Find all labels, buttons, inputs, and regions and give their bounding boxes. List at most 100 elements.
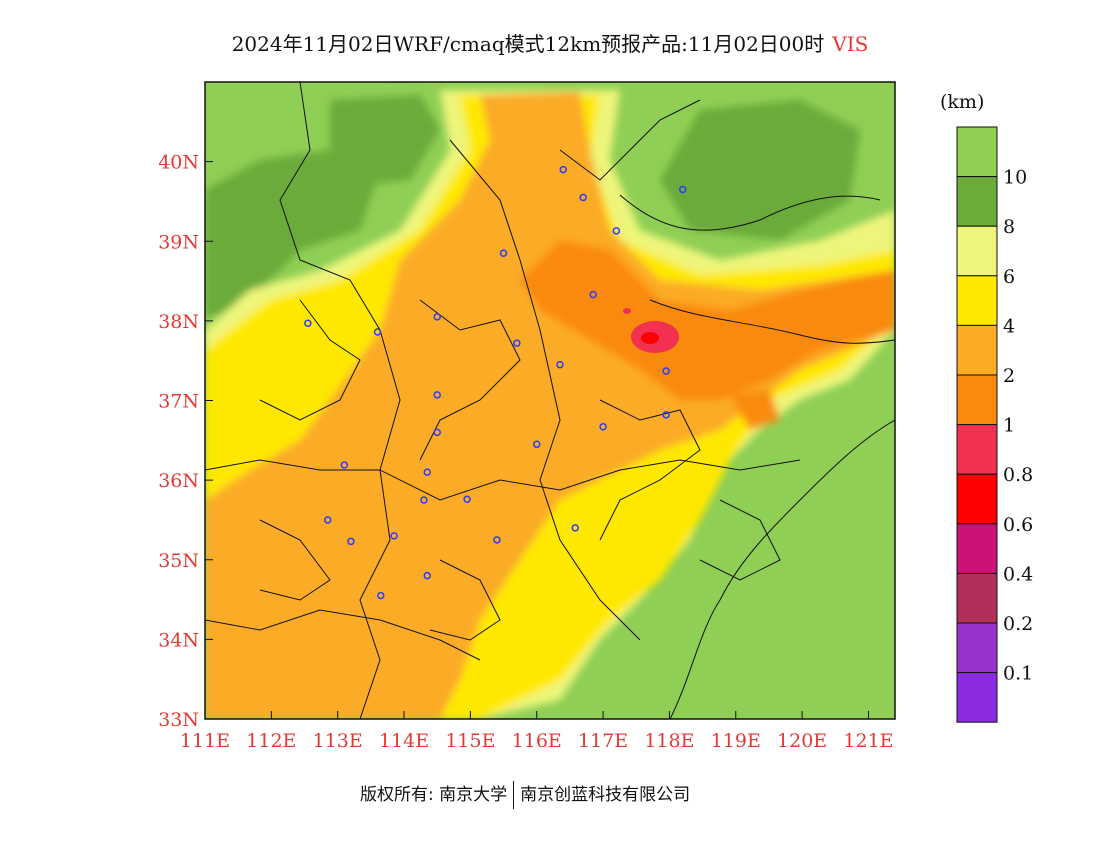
province-border-3 [205, 459, 801, 501]
copyright-text: 版权所有: 南京大学 [360, 785, 508, 805]
lat-tick-label: 37N [158, 391, 199, 413]
title-text: 2024年11月02日WRF/cmaq模式12km预报产品:11月02日00时 [231, 32, 825, 56]
legend-swatch [956, 225, 998, 277]
city-station-marker [377, 591, 385, 600]
province-border-5 [559, 99, 701, 181]
city-station-marker [463, 495, 471, 503]
field-1-2 [520, 240, 895, 400]
field-1-2-patch [730, 390, 780, 430]
lon-tick-label: 112E [246, 730, 296, 752]
lon-tick-label: 115E [445, 730, 495, 752]
lon-tick-label: 117E [578, 730, 628, 752]
boundaries [205, 82, 895, 719]
city-station-marker [678, 185, 687, 194]
city-station-marker [662, 411, 670, 419]
legend-swatch [956, 126, 998, 178]
lon-tick-label: 114E [379, 730, 429, 752]
legend-swatch [956, 572, 998, 624]
lon-tick-label: 119E [711, 730, 761, 752]
county-border-2 [419, 299, 521, 461]
lat-tick-label: 33N [158, 709, 199, 731]
field-8-10-n [330, 95, 440, 185]
city-station-marker [304, 319, 312, 328]
legend-label: 1 [1003, 415, 1015, 437]
lat-tick-label: 39N [158, 231, 199, 253]
city-station-marker [589, 290, 597, 299]
city-station-marker [390, 532, 398, 540]
legend-label: 0.8 [1003, 464, 1033, 486]
county-border-6 [429, 559, 501, 641]
city-station-marker [493, 536, 501, 544]
copyright-footer: 版权所有: 南京大学 南京创蓝科技有限公司 [360, 780, 690, 809]
lon-tick-label: 113E [313, 730, 363, 752]
county-border-4 [699, 499, 781, 581]
city-station-marker [420, 496, 428, 504]
color-legend: 10 8 6 4 2 1 0.8 0.6 0.4 0.2 0.1 [956, 126, 1033, 723]
field-08-1-spot [623, 308, 631, 314]
county-border-5 [259, 519, 331, 601]
city-station-marker [579, 193, 587, 202]
legend-label: 8 [1003, 216, 1015, 238]
city-station-marker [599, 423, 607, 431]
city-station-marker [571, 524, 579, 532]
lat-tick-label: 40N [158, 152, 199, 174]
map-field [205, 82, 895, 719]
lon-tick-label: 116E [512, 730, 562, 752]
county-border-3 [599, 399, 701, 541]
province-border-2 [449, 139, 641, 641]
legend-label: 0.4 [1003, 563, 1033, 585]
field-06-08 [641, 332, 659, 344]
bohai-coast-north [619, 194, 881, 231]
province-border-4 [205, 609, 481, 661]
lat-tick-label: 38N [158, 311, 199, 333]
city-station-marker [433, 391, 441, 399]
legend-swatch [956, 672, 998, 723]
legend-label: 0.2 [1003, 613, 1033, 635]
city-station-marker [423, 571, 432, 580]
lat-tick-label: 36N [158, 470, 199, 492]
city-station-marker [347, 537, 355, 546]
legend-label: 2 [1003, 365, 1015, 387]
county-border-1 [259, 299, 361, 421]
lon-tick-label: 120E [777, 730, 827, 752]
legend-label: 0.1 [1003, 663, 1033, 685]
legend-swatch [956, 622, 998, 674]
legend-swatch [956, 424, 998, 475]
legend-label: 4 [1003, 315, 1015, 337]
city-station-marker [433, 428, 441, 437]
city-station-marker [433, 313, 441, 321]
city-station-marker [662, 367, 670, 375]
legend-label: 10 [1003, 167, 1027, 189]
legend-label: 0.6 [1003, 514, 1033, 536]
footer-separator [513, 781, 515, 809]
city-station-marker [423, 468, 432, 476]
field-8-10-nw [205, 150, 380, 320]
city-station-marker [556, 360, 564, 369]
city-station-marker [559, 165, 568, 174]
legend-swatch [956, 324, 998, 376]
lon-tick-label: 121E [843, 730, 893, 752]
legend-label: 6 [1003, 266, 1015, 288]
city-station-marker [373, 328, 382, 336]
city-stations [304, 165, 687, 600]
legend-swatch [956, 374, 998, 426]
city-station-marker [340, 461, 349, 469]
shandong-north-coast [649, 299, 895, 344]
city-station-marker [513, 339, 521, 347]
province-border-1 [279, 82, 401, 719]
city-station-marker [499, 249, 508, 257]
lat-tick-label: 34N [158, 629, 199, 651]
city-station-marker [532, 440, 541, 449]
city-station-marker [323, 516, 332, 524]
company-text: 南京创蓝科技有限公司 [520, 785, 691, 805]
lon-tick-label: 111E [180, 730, 230, 752]
legend-swatch [956, 176, 998, 227]
legend-swatch [956, 523, 998, 574]
map-title: 2024年11月02日WRF/cmaq模式12km预报产品:11月02日00时 V… [0, 28, 1100, 57]
variable-name: VIS [832, 32, 869, 56]
legend-swatch [956, 473, 998, 525]
legend-unit: (km) [940, 91, 984, 113]
axis-ticks: 111E 112E 113E 114E 115E 116E 117E 118E 119E 120E… [158, 152, 893, 752]
lat-tick-label: 35N [158, 550, 199, 572]
